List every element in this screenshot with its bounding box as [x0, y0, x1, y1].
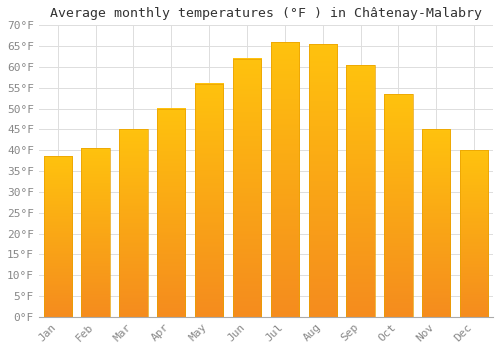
Bar	[233, 58, 261, 317]
Bar	[119, 130, 148, 317]
Bar	[308, 44, 337, 317]
Bar	[157, 108, 186, 317]
Title: Average monthly temperatures (°F ) in Châtenay-Malabry: Average monthly temperatures (°F ) in Ch…	[50, 7, 482, 20]
Bar	[44, 156, 72, 317]
Bar	[270, 42, 299, 317]
Bar	[82, 148, 110, 317]
Bar	[195, 84, 224, 317]
Bar	[460, 150, 488, 317]
Bar	[384, 94, 412, 317]
Bar	[422, 130, 450, 317]
Bar	[346, 65, 375, 317]
